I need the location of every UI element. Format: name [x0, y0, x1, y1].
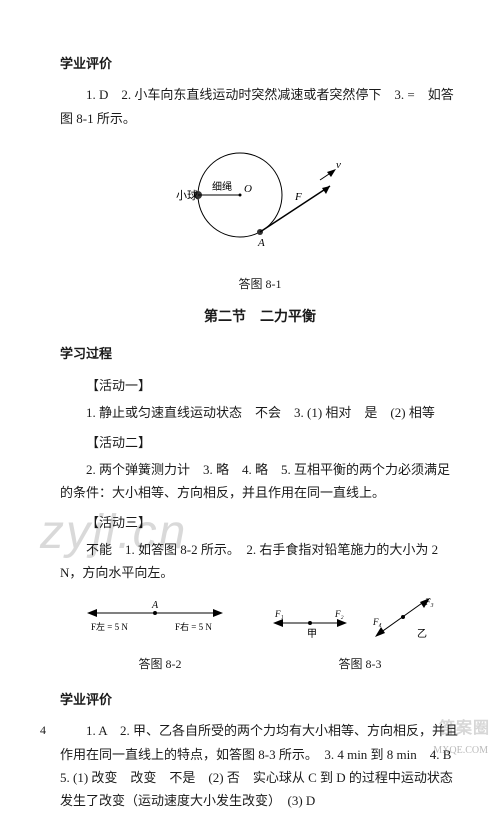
figure-8-2: A F左 = 5 N F右 = 5 N [75, 598, 235, 645]
label-f-left: F左 = 5 N [91, 621, 128, 632]
para-act1: 1. 静止或匀速直线运动状态 不会 3. (1) 相对 是 (2) 相等 [60, 401, 460, 424]
activity-1-heading: 【活动一】 [60, 374, 460, 397]
activity-2-heading: 【活动二】 [60, 431, 460, 454]
section-title-2: 第二节 二力平衡 [60, 305, 460, 330]
label-jia: 甲 [307, 629, 317, 640]
heading-xueye-1: 学业评价 [60, 52, 460, 75]
caption-8-3: 答图 8-3 [260, 654, 460, 676]
figure-row: A F左 = 5 N F右 = 5 N F₁ F₂ 甲 F₄ F₃ 乙 [60, 593, 460, 650]
figure-8-1: 小球 细绳 O A F v [60, 140, 460, 267]
label-O: O [244, 183, 252, 195]
label-f1: F₁ [274, 609, 284, 619]
figure-8-3: F₁ F₂ 甲 F₄ F₃ 乙 [265, 593, 445, 650]
label-rope: 细绳 [212, 180, 232, 193]
para-act2: 2. 两个弹簧测力计 3. 略 4. 略 5. 互相平衡的两个力必须满足的条件：… [60, 458, 460, 505]
label-f-right: F右 = 5 N [175, 621, 212, 632]
activity-3-heading: 【活动三】 [60, 511, 460, 534]
label-yi: 乙 [417, 628, 427, 640]
para-act3: 不能 1. 如答图 8-2 所示。 2. 右手食指对铅笔施力的大小为 2 N，方… [60, 538, 460, 585]
heading-xueye-2: 学业评价 [60, 688, 460, 711]
label-F: F [294, 191, 302, 203]
label-v: v [336, 159, 341, 171]
label-f4: F₄ [372, 617, 382, 627]
caption-8-2: 答图 8-2 [60, 654, 260, 676]
page-number: 4 [40, 720, 46, 742]
para-block3: 1. A 2. 甲、乙各自所受的两个力均有大小相等、方向相反，并且作用在同一直线… [60, 719, 460, 813]
label-A-mid: A [151, 600, 159, 611]
heading-xuexi: 学习过程 [60, 342, 460, 365]
label-f2: F₂ [334, 609, 344, 619]
label-ball: 小球 [176, 188, 198, 202]
para-block1: 1. D 2. 小车向东直线运动时突然减速或者突然停下 3. = 如答图 8-1… [60, 83, 460, 130]
label-f3: F₃ [424, 597, 434, 607]
label-A: A [257, 237, 265, 249]
caption-8-1: 答图 8-1 [60, 274, 460, 296]
